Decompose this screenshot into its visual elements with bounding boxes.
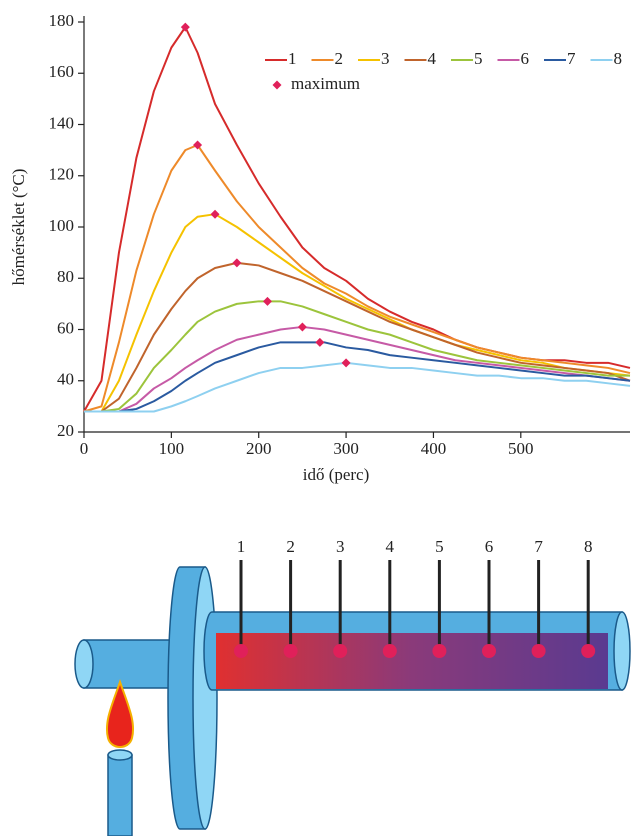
y-tick-label: 180 — [49, 11, 75, 30]
series-line — [84, 361, 631, 413]
maximum-marker — [262, 296, 272, 306]
flame — [106, 678, 134, 748]
legend-label: maximum — [291, 74, 360, 93]
x-tick-label: 100 — [159, 439, 185, 458]
legend-marker — [272, 80, 282, 90]
probe-tip — [581, 644, 596, 658]
probe-tip — [482, 644, 496, 658]
flange-face — [192, 566, 218, 830]
chart: 20 40 60 80 100 120 140 160 180 0 100 200 300 400 500 1… — [49, 11, 631, 458]
y-tick-label: 80 — [57, 267, 74, 286]
probe-label: 7 — [534, 537, 543, 556]
legend-label: 6 — [521, 49, 530, 68]
probe-tip — [333, 644, 348, 658]
legend-label: 7 — [567, 49, 576, 68]
probes: 1 2 3 4 5 6 7 8 — [234, 537, 596, 658]
probe-tip — [382, 644, 397, 658]
probe-tip — [283, 644, 298, 658]
maximum-marker — [232, 258, 242, 268]
heated-rod — [216, 633, 608, 689]
probe-label: 1 — [237, 537, 246, 556]
maximum-marker — [210, 209, 220, 219]
legend-label: 4 — [428, 49, 437, 68]
legend-label: 1 — [288, 49, 297, 68]
probe-tip — [432, 644, 447, 658]
probe-label: 2 — [286, 537, 295, 556]
y-tick-label: 140 — [49, 113, 75, 132]
apparatus — [74, 566, 631, 836]
y-tick-label: 120 — [49, 165, 75, 184]
legend-label: 3 — [381, 49, 390, 68]
x-tick-label: 300 — [333, 439, 359, 458]
series-line — [84, 213, 631, 413]
maximum-marker — [341, 358, 351, 368]
x-tick-label: 0 — [80, 439, 89, 458]
probe-label: 8 — [584, 537, 593, 556]
legend-label: 2 — [335, 49, 344, 68]
x-tick-label: 500 — [508, 439, 534, 458]
series-line — [84, 325, 631, 413]
y-tick-label: 60 — [57, 318, 74, 337]
y-tick-label: 20 — [57, 421, 74, 440]
tube-end — [613, 611, 631, 691]
x-tick-label: 200 — [246, 439, 272, 458]
legend-label: 5 — [474, 49, 483, 68]
probe-label: 6 — [485, 537, 494, 556]
y-tick-label: 40 — [57, 370, 74, 389]
burner — [107, 754, 133, 836]
legend-label: 8 — [614, 49, 623, 68]
maximum-marker — [297, 322, 307, 332]
x-tick-label: 400 — [421, 439, 447, 458]
maximum-marker — [180, 22, 190, 32]
x-axis-label: idő (perc) — [303, 465, 370, 484]
probe-label: 5 — [435, 537, 444, 556]
y-axis-label: hőmérséklet (°C) — [9, 169, 28, 286]
maximum-marker — [193, 140, 203, 150]
probe-tip — [531, 644, 546, 658]
series-line — [84, 261, 631, 413]
series-line — [84, 341, 631, 413]
series-line — [83, 144, 631, 413]
probe-label: 3 — [336, 537, 345, 556]
burner-top — [107, 749, 133, 761]
y-tick-label: 100 — [49, 216, 75, 235]
pipe-end — [74, 639, 94, 689]
maximum-marker — [315, 337, 325, 347]
probe-label: 4 — [386, 537, 395, 556]
series-line — [84, 300, 630, 413]
probe-tip — [234, 644, 248, 658]
y-tick-label: 160 — [49, 62, 75, 81]
